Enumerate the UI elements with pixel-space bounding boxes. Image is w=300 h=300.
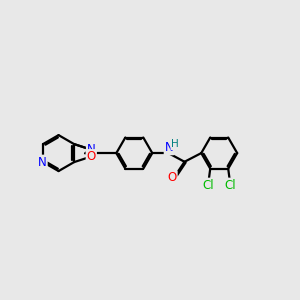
Text: O: O — [87, 150, 96, 163]
Text: O: O — [167, 171, 177, 184]
Text: N: N — [87, 143, 96, 156]
Text: H: H — [171, 140, 179, 149]
Text: Cl: Cl — [225, 178, 236, 192]
Text: N: N — [165, 141, 173, 154]
Text: Cl: Cl — [202, 178, 214, 192]
Text: N: N — [38, 156, 47, 169]
